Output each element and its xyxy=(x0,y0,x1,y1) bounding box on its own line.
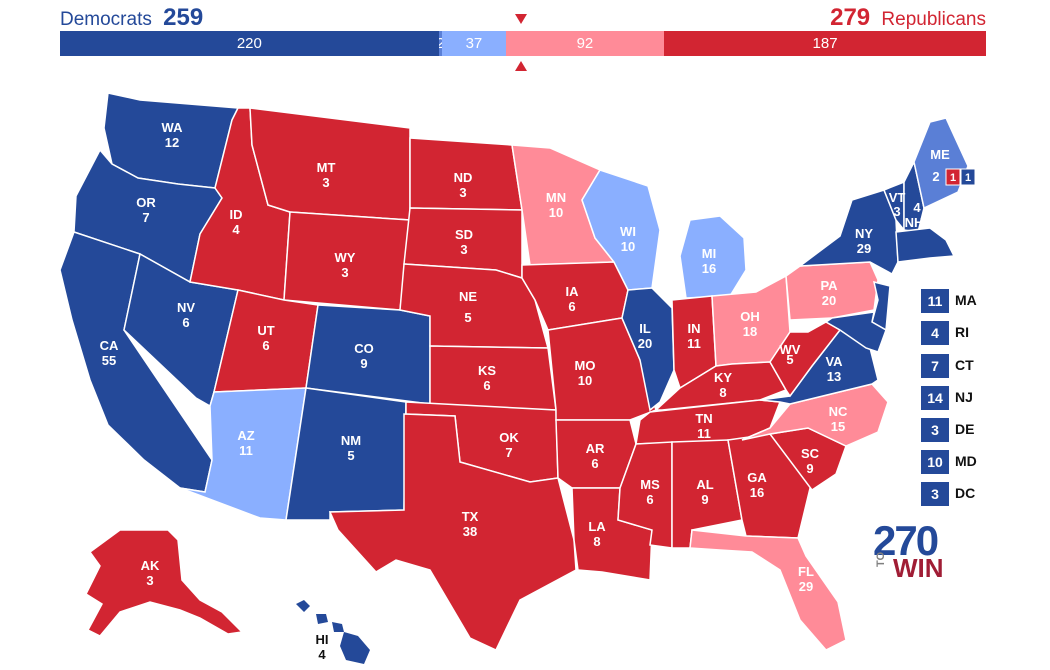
state-ME[interactable] xyxy=(913,117,969,210)
label-CO: CO 9 xyxy=(354,341,374,371)
label-AZ: AZ 11 xyxy=(237,428,254,458)
label-OK: OK 7 xyxy=(499,430,519,460)
label-FL: FL 29 xyxy=(798,564,814,594)
label-GA: GA 16 xyxy=(747,470,767,500)
maine-district-2-box[interactable] xyxy=(960,168,976,186)
logo-to: TO xyxy=(875,551,887,567)
label-WV: WV 5 xyxy=(780,342,801,367)
logo-win: WIN xyxy=(893,553,944,583)
state-AK[interactable] xyxy=(85,529,244,637)
state-FL[interactable] xyxy=(689,529,847,651)
label-VA: VA 13 xyxy=(825,354,843,384)
box-CT[interactable]: 7 xyxy=(921,354,949,378)
state-MA-CT-RI[interactable] xyxy=(895,227,956,263)
electoral-vote-bar: 220 2 37 92 187 xyxy=(60,31,986,56)
label-TN: TN 11 xyxy=(695,411,712,441)
state-MI[interactable] xyxy=(679,215,747,299)
box-RI[interactable]: 4 xyxy=(921,321,949,345)
republicans-total: 279 xyxy=(830,4,871,31)
bar-segment-safe-rep[interactable]: 187 xyxy=(664,31,986,56)
label-HI: HI 4 xyxy=(316,632,329,662)
label-WA: WA 12 xyxy=(162,120,184,150)
label-MO: MO 10 xyxy=(575,358,596,388)
state-DE-MD[interactable] xyxy=(824,311,887,353)
label-OR: OR 7 xyxy=(136,195,156,225)
label-NV: NV 6 xyxy=(177,300,195,330)
state-NM[interactable] xyxy=(285,387,407,521)
label-WY: WY 3 xyxy=(335,250,356,280)
state-NH[interactable] xyxy=(903,159,925,233)
bar-segment-likely-dem[interactable]: 2 xyxy=(438,31,443,56)
label-AK: AK 3 xyxy=(141,558,160,588)
bar-segment-lean-dem[interactable]: 37 xyxy=(442,31,506,56)
label-ID: ID 4 xyxy=(230,207,243,237)
abbr-MD: MD xyxy=(955,453,977,469)
label-PA: PA 20 xyxy=(820,278,838,308)
label-SC: SC 9 xyxy=(801,446,820,476)
label-OH: OH 18 xyxy=(740,309,760,339)
270towin-logo[interactable]: 270 TO WIN xyxy=(873,517,953,583)
republicans-label: Republicans xyxy=(881,9,986,30)
state-HI[interactable] xyxy=(296,600,370,664)
abbr-DC: DC xyxy=(955,485,976,501)
box-MA[interactable]: 11 xyxy=(921,289,949,313)
box-MD[interactable]: 10 xyxy=(921,450,949,474)
label-AL: AL 9 xyxy=(696,477,713,507)
republicans-header: 279 Republicans xyxy=(824,4,986,32)
state-NY[interactable] xyxy=(797,189,899,276)
label-IN: IN 11 xyxy=(687,321,701,351)
label-AR: AR 6 xyxy=(586,441,605,471)
label-IL: IL 20 xyxy=(638,321,652,351)
270-marker-up-icon xyxy=(515,61,527,71)
state-KS[interactable] xyxy=(429,345,557,411)
label-SD: SD 3 xyxy=(455,227,473,257)
label-KY: KY 8 xyxy=(714,370,732,400)
label-LA: LA 8 xyxy=(588,519,606,549)
maine-statewide-votes: 2 xyxy=(932,169,939,184)
label-NH: 4 NH xyxy=(905,200,924,230)
maine-district-1-box[interactable] xyxy=(945,168,961,186)
label-ND: ND 3 xyxy=(454,170,473,200)
bar-segment-lean-rep[interactable]: 92 xyxy=(505,31,665,56)
abbr-CT: CT xyxy=(955,357,974,373)
label-MN: MN 10 xyxy=(546,190,566,220)
label-MI: MI 16 xyxy=(702,246,716,276)
label-KS: KS 6 xyxy=(478,363,496,393)
state-TX[interactable] xyxy=(328,413,577,651)
label-MT: MT 3 xyxy=(317,160,336,190)
label-VT: VT 3 xyxy=(889,190,906,219)
label-IA: IA 6 xyxy=(566,284,580,314)
label-TX: TX 38 xyxy=(462,509,479,539)
abbr-MA: MA xyxy=(955,292,977,308)
box-NJ[interactable]: 14 xyxy=(921,386,949,410)
state-NC[interactable] xyxy=(741,383,889,447)
abbr-NJ: NJ xyxy=(955,389,973,405)
abbr-RI: RI xyxy=(955,324,969,340)
label-NC: NC 15 xyxy=(829,404,848,434)
label-NM: NM 5 xyxy=(341,433,361,463)
label-WI: WI 10 xyxy=(620,224,636,254)
democrats-label: Democrats xyxy=(60,9,152,30)
bar-segment-safe-dem[interactable]: 220 xyxy=(60,31,439,56)
abbr-DE: DE xyxy=(955,421,975,437)
box-DE[interactable]: 3 xyxy=(921,418,949,442)
label-UT: UT 6 xyxy=(257,323,274,353)
maine-district-1-votes: 1 xyxy=(950,172,956,184)
label-NE: NE 5 xyxy=(459,289,477,325)
democrats-total: 259 xyxy=(163,4,204,31)
label-ME: ME xyxy=(930,147,950,162)
logo-number: 270 xyxy=(873,517,939,564)
270-marker-down-icon xyxy=(515,14,527,24)
democrats-header: Democrats 259 xyxy=(60,4,209,32)
label-NY: NY 29 xyxy=(855,226,873,256)
label-MS: MS 6 xyxy=(640,477,660,507)
maine-district-2-votes: 1 xyxy=(965,172,971,184)
label-CA: CA 55 xyxy=(100,338,119,368)
state-IL[interactable] xyxy=(621,287,675,412)
box-DC[interactable]: 3 xyxy=(921,482,949,506)
